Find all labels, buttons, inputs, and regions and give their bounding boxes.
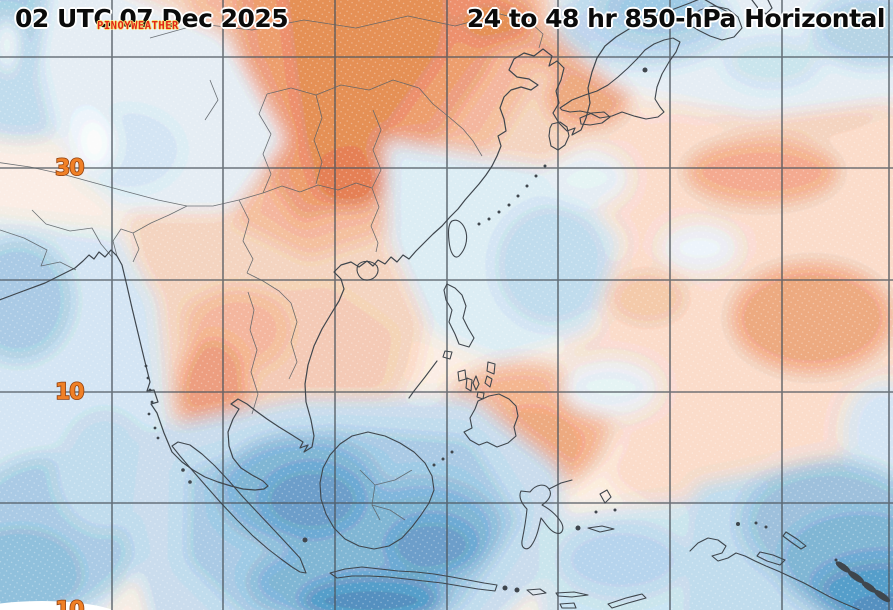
islands-solomon [834, 558, 891, 603]
latitude-labels: 30 10 10 [54, 155, 86, 610]
islands-bismarck [756, 531, 807, 566]
map-edge-white [0, 601, 113, 610]
latitude-label-30n: 30 [55, 156, 84, 181]
island-sumatra [171, 441, 307, 574]
island-sulawesi [519, 479, 573, 550]
island-honshu [559, 37, 681, 120]
coastline-mainland-asia [0, 0, 699, 491]
latitude-label-10s: 10 [55, 598, 84, 610]
islands-ryukyu [477, 67, 648, 226]
island-kyushu [548, 121, 570, 151]
islands-lesser-sunda [526, 588, 647, 609]
islands-visayas [457, 361, 496, 400]
island-java [329, 566, 498, 592]
island-new-guinea [689, 537, 861, 610]
island-shikoku [579, 111, 611, 126]
init-time-label: 02 UTC 07 Dec 2025 [15, 4, 289, 33]
latitude-label-10n: 10 [55, 380, 84, 405]
islands-andaman [144, 364, 160, 440]
island-hokkaido [687, 5, 743, 41]
admin-borders [0, 13, 544, 521]
island-palawan [408, 360, 438, 399]
island-borneo [319, 431, 435, 550]
watermark-label: PINOYWEATHER [97, 20, 179, 32]
island-luzon [443, 283, 475, 348]
island-hainan [356, 260, 379, 281]
product-title-label: 24 to 48 hr 850-hPa Horizontal [466, 4, 886, 33]
island-mindanao [463, 393, 519, 448]
islands-maluku [587, 489, 615, 533]
island-taiwan [447, 219, 468, 258]
island-sakhalin [751, 0, 773, 15]
island-mindoro [442, 350, 453, 360]
islands-sulu [181, 450, 768, 593]
